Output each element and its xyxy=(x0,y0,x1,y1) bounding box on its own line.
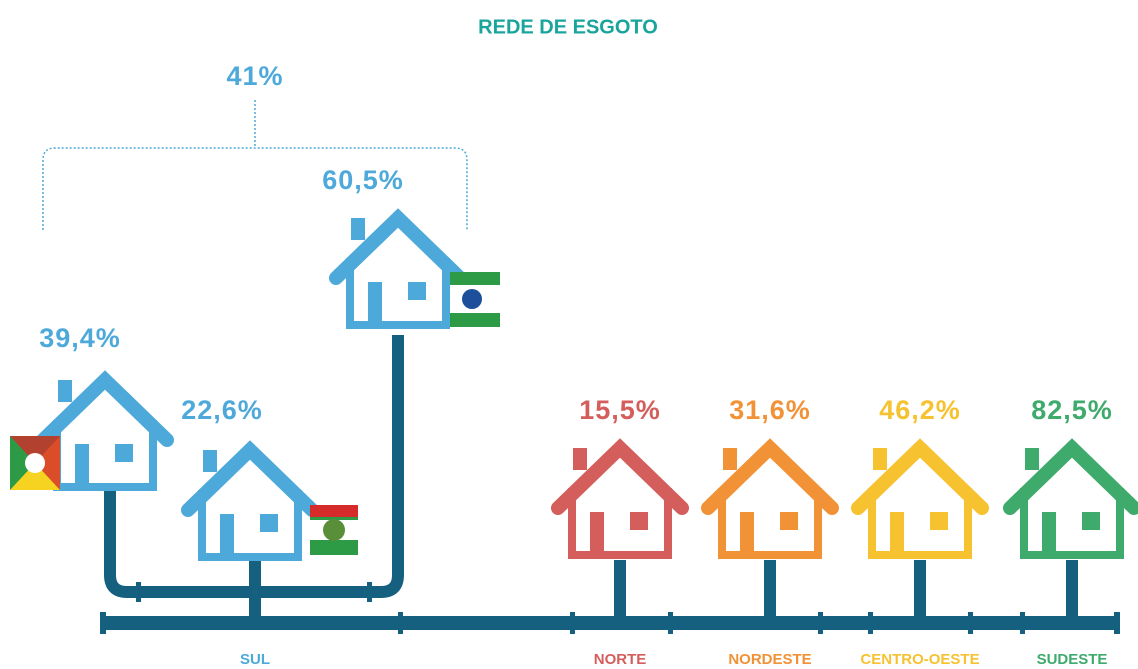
walls xyxy=(868,488,972,559)
roof xyxy=(1003,438,1138,515)
bracket xyxy=(42,100,468,230)
pipe-joints xyxy=(100,582,1120,634)
sul-total: 41% xyxy=(226,61,283,91)
house xyxy=(701,438,839,559)
window xyxy=(630,512,648,530)
chimney xyxy=(873,448,887,470)
region-label: SUL xyxy=(240,651,270,668)
door xyxy=(590,512,604,555)
walls xyxy=(198,490,302,561)
house xyxy=(329,208,467,329)
window xyxy=(260,514,278,532)
region-label: SUDESTE xyxy=(1037,651,1108,668)
walls xyxy=(718,488,822,559)
walls xyxy=(346,258,450,329)
roof xyxy=(551,438,689,515)
house xyxy=(36,370,174,491)
house xyxy=(551,438,689,559)
door xyxy=(75,444,89,487)
roof xyxy=(181,440,319,517)
window xyxy=(408,282,426,300)
door xyxy=(1042,512,1056,555)
window xyxy=(780,512,798,530)
state-value: 60,5% xyxy=(322,165,404,195)
window xyxy=(115,444,133,462)
region-value: 31,6% xyxy=(729,395,811,425)
house xyxy=(851,438,989,559)
roof xyxy=(329,208,467,285)
chimney xyxy=(58,380,72,402)
state-value: 22,6% xyxy=(181,395,263,425)
walls xyxy=(568,488,672,559)
door xyxy=(740,512,754,555)
window xyxy=(930,512,948,530)
door xyxy=(220,514,234,557)
region-value: 46,2% xyxy=(879,395,961,425)
roof xyxy=(701,438,839,515)
region-value: 15,5% xyxy=(579,395,661,425)
chimney xyxy=(1025,448,1039,470)
chimney xyxy=(351,218,365,240)
region-value: 82,5% xyxy=(1031,395,1113,425)
house xyxy=(1003,438,1138,559)
region-label: CENTRO-OESTE xyxy=(860,651,979,668)
state-value: 39,4% xyxy=(39,323,121,353)
roof xyxy=(36,370,174,447)
window xyxy=(1082,512,1100,530)
door xyxy=(890,512,904,555)
roof xyxy=(851,438,989,515)
region-label: NORDESTE xyxy=(728,651,811,668)
chimney xyxy=(203,450,217,472)
region-label: NORTE xyxy=(594,651,647,668)
house xyxy=(181,440,319,561)
walls xyxy=(1020,488,1124,559)
door xyxy=(368,282,382,325)
houses xyxy=(36,208,1138,561)
flags xyxy=(10,272,500,555)
title: REDE DE ESGOTO xyxy=(478,16,658,38)
chimney xyxy=(573,448,587,470)
chimney xyxy=(723,448,737,470)
pipes xyxy=(104,335,1118,630)
walls xyxy=(53,420,157,491)
